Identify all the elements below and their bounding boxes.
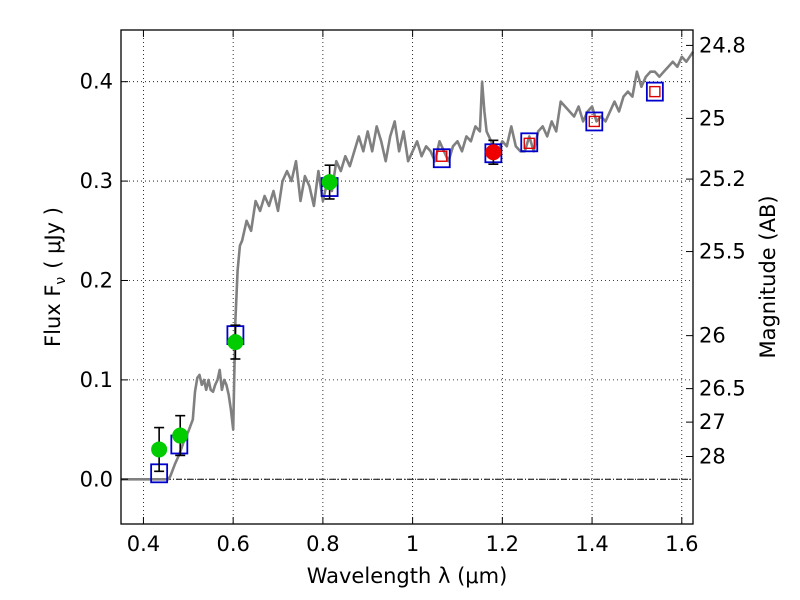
svg-text:Flux Fν( μJy ): Flux Fν ( μJy ): [41, 207, 69, 347]
detection-circle-marker: [151, 441, 168, 458]
plot-frame: [120, 29, 694, 525]
ticks: 0.4 0.6 0.8 1 1.2 1.4 1.6 0.0 0.1 0.2 0.3 0.4 24.8 25…: [80, 30, 746, 556]
y2-axis-label: Magnitude (AB): [756, 195, 780, 358]
x-axis-label: Wavelength λ (μm): [307, 564, 508, 588]
photometry-small-square-marker: [649, 85, 661, 98]
photometry-small-square-marker: [523, 137, 535, 150]
y2-tick-label: 26.5: [699, 377, 746, 401]
y-axis-label-units: ( μJy ): [41, 207, 65, 269]
detection-circle-marker: [485, 144, 502, 161]
photometry-small-square-marker: [588, 115, 601, 128]
model-square-marker: [585, 111, 604, 132]
y2-tick-label: 25.5: [699, 240, 746, 264]
y-axis-label: Flux Fν ( μJy ): [41, 207, 69, 347]
y-tick-label: 0.2: [80, 268, 113, 292]
y2-tick-label: 26: [699, 324, 726, 348]
detection-circle-marker: [172, 427, 189, 444]
x-tick-label: 0.4: [127, 532, 160, 556]
spectrum-line: [121, 51, 695, 481]
y2-tick-label: 25.2: [699, 167, 746, 191]
detection-circle-marker: [227, 334, 244, 351]
y2-tick-label: 27: [699, 410, 726, 434]
y2-tick-label: 24.8: [699, 33, 746, 57]
detection-circle-marker: [321, 174, 338, 191]
x-tick-label: 1.4: [575, 532, 608, 556]
y-tick-label: 0.3: [80, 169, 113, 193]
model-square-marker: [432, 148, 451, 169]
y-axis-label-main: Flux F: [41, 285, 65, 347]
photometry-small-square-marker: [436, 150, 448, 162]
y-tick-label: 0.1: [80, 368, 113, 392]
x-tick-label: 1.6: [665, 532, 698, 556]
data-series: [121, 51, 695, 484]
x-tick-label: 0.6: [216, 532, 249, 556]
x-tick-label: 1.2: [486, 532, 519, 556]
x-tick-label: 1: [406, 532, 419, 556]
y2-tick-label: 28: [699, 445, 726, 469]
x-tick-label: 0.8: [306, 532, 339, 556]
y-tick-label: 0.4: [80, 70, 113, 94]
model-square-marker: [520, 132, 539, 153]
plot-background: [121, 30, 693, 524]
model-square-marker: [645, 81, 664, 102]
y-tick-label: 0.0: [80, 467, 113, 491]
y-axis-label-subscript: ν: [53, 277, 69, 285]
y2-tick-label: 25: [699, 106, 726, 130]
